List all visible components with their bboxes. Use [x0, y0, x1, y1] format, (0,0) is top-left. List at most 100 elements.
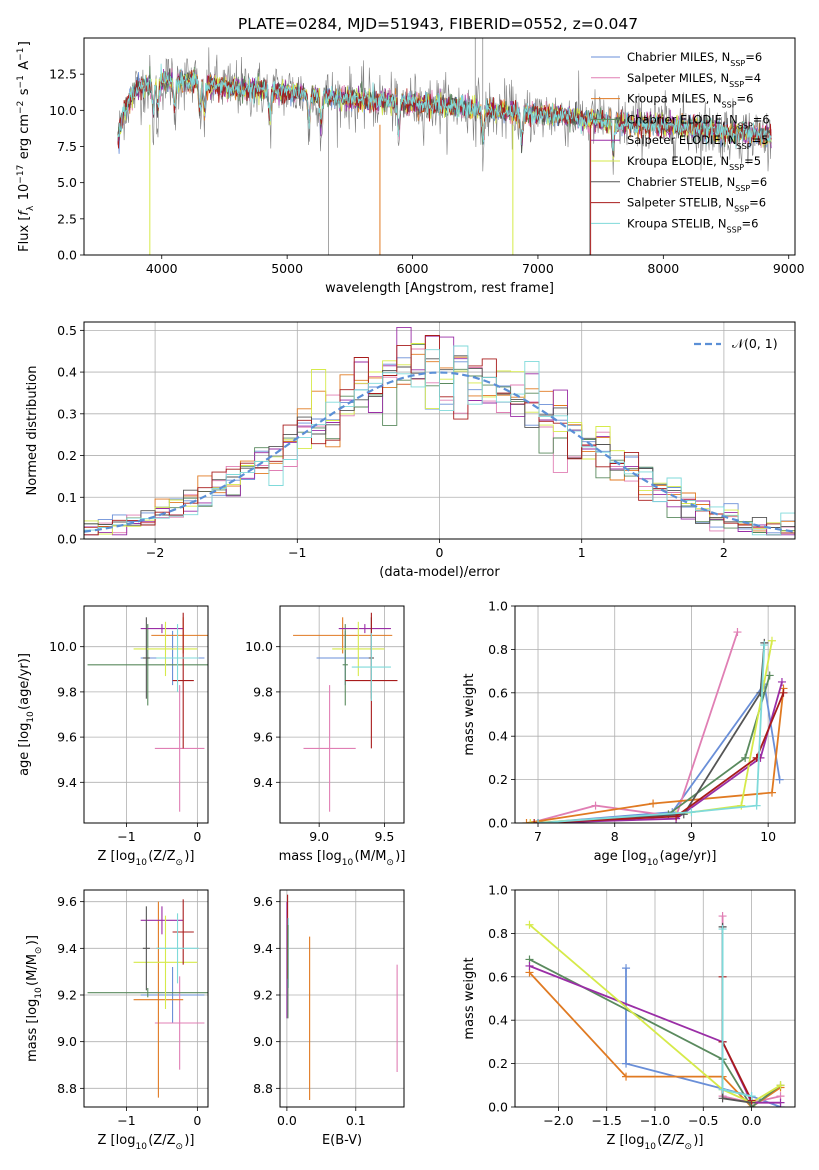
- y-tick-label: 9.6: [253, 730, 273, 745]
- spectrum-legend: Chabrier MILES, NSSP=6 Salpeter MILES, NS…: [591, 50, 770, 234]
- series-point: [747, 1092, 756, 1101]
- legend-entry: Chabrier MILES, NSSP=6: [627, 50, 762, 68]
- y-tick-label: 0.2: [57, 448, 77, 463]
- series-point: [525, 961, 534, 970]
- series-line-kroupa-elodie: [528, 924, 781, 1104]
- series-point: [733, 628, 742, 637]
- series-line-salpeter-elodie: [537, 681, 783, 823]
- mass-vs-z-panel: −1 0 8.8 9.0 9.2 9.4 9.6 Z [log10 (Z/Z⊙ )] mass …: [25, 889, 209, 1152]
- y-tick-label: 9.6: [57, 894, 77, 909]
- x-tick-label: 9000: [773, 261, 805, 276]
- normal-curve: [84, 371, 795, 533]
- x-tick-label: −1: [117, 829, 135, 844]
- y-tick-label: 9.0: [57, 1034, 77, 1049]
- x-tick-label: −1.0: [640, 1113, 670, 1128]
- x-tick-label: 6000: [397, 261, 429, 276]
- y-tick-label: 9.8: [57, 684, 77, 699]
- x-tick-label: 5000: [271, 261, 303, 276]
- residuals-panel: −2 −1 0 1 2 0.0 0.1 0.2 0.3 0.4 0.5 𝒩(0, 1) (data-mo…: [25, 321, 796, 580]
- x-tick-label: 7000: [522, 261, 554, 276]
- series-point: [622, 1072, 631, 1081]
- y-tick-label: 0.6: [488, 685, 508, 700]
- legend-entry: Chabrier STELIB, NSSP=6: [627, 175, 767, 193]
- x-tick-label: −1: [288, 545, 306, 560]
- y-tick-label: 0.1: [57, 490, 77, 505]
- series-point: [649, 799, 658, 808]
- model-spectrum-kroupa-elodie: [117, 72, 772, 160]
- histogram-kroupa-stelib: [84, 345, 795, 539]
- axes-frame: [83, 605, 209, 824]
- series-line-kroupa-stelib: [537, 645, 766, 823]
- y-tick-label: 0.8: [488, 642, 508, 657]
- y-tick-label: 10.0: [49, 103, 77, 118]
- x-tick-label: −1.5: [592, 1113, 622, 1128]
- legend-entry: 𝒩(0, 1): [732, 336, 778, 351]
- figure-title: PLATE=0284, MJD=51943, FIBERID=0552, z=0…: [238, 15, 638, 33]
- spectrum-panel: 4000 5000 6000 7000 8000 9000 0.0 2.5 5.0 7.5 10.0…: [16, 37, 805, 296]
- age-vs-mass-x-axis-label: mass [log10 (M/M⊙ )]: [279, 849, 406, 868]
- series-line-salpeter-miles: [530, 631, 739, 823]
- y-tick-label: 0.4: [488, 1013, 508, 1028]
- series-point: [718, 925, 727, 934]
- spectrum-y-axis-label: Flux [fλ 10−17 erg cm−2 s−1 A−1 ]: [16, 41, 36, 252]
- y-tick-label: 9.2: [57, 988, 77, 1003]
- y-tick-label: 0.6: [488, 969, 508, 984]
- age-vs-z-crosses: [87, 612, 208, 812]
- axes-frame: [279, 889, 405, 1108]
- x-tick-label: 0: [193, 1113, 201, 1128]
- legend-entry: Salpeter STELIB, NSSP=6: [627, 196, 766, 214]
- mass-vs-ebv-crosses: [286, 894, 398, 1100]
- series-point: [765, 671, 774, 680]
- y-tick-label: 9.2: [253, 988, 273, 1003]
- massweight-vs-age-panel: 7 8 9 10 0.0 0.2 0.4 0.6 0.8 1.0 age [log10 (age/y…: [462, 599, 796, 868]
- residuals-y-axis-label: Normed distribution: [25, 366, 40, 496]
- series-point: [776, 1081, 785, 1090]
- y-tick-label: 0.4: [488, 729, 508, 744]
- massweight-vs-z-panel: −2.0 −1.5 −1.0 −0.5 0.0 0.0 0.2 0.4 0.6 0.8 1.0 Z […: [462, 883, 796, 1152]
- y-tick-label: 0.0: [57, 532, 77, 547]
- series-point: [622, 1059, 631, 1068]
- x-tick-label: 0.1: [346, 1113, 366, 1128]
- x-tick-label: 7: [534, 829, 542, 844]
- series-point: [767, 788, 776, 797]
- series-point: [718, 912, 727, 921]
- y-tick-label: 12.5: [49, 67, 77, 82]
- legend-entry: Kroupa ELODIE, NSSP=5: [627, 154, 761, 172]
- y-tick-label: 0.0: [57, 248, 77, 263]
- x-tick-label: 8000: [647, 261, 679, 276]
- massweight-vs-age-y-axis-label: mass weight: [462, 673, 477, 755]
- series-point: [622, 964, 631, 973]
- axes-frame: [83, 37, 796, 256]
- y-tick-label: 8.8: [57, 1081, 77, 1096]
- series-point: [767, 636, 776, 645]
- y-tick-label: 0.4: [57, 365, 77, 380]
- x-tick-label: 4000: [146, 261, 178, 276]
- legend-entry: Kroupa STELIB, NSSP=6: [627, 216, 759, 234]
- age-vs-z-y-axis-label: age [log10 (age/yr)]: [17, 653, 36, 776]
- legend-entry: Kroupa MILES, NSSP=6: [627, 92, 754, 110]
- axes-frame: [83, 889, 209, 1108]
- series-point: [591, 801, 600, 810]
- model-spectrum-kroupa-stelib: [117, 63, 772, 152]
- series-line-salpeter-stelib: [534, 692, 785, 823]
- series-point: [522, 819, 531, 823]
- legend-entry: Salpeter MILES, NSSP=4: [627, 71, 761, 89]
- y-tick-label: 5.0: [57, 175, 77, 190]
- series-point: [776, 1098, 785, 1107]
- series-point: [752, 801, 761, 810]
- mass-vs-ebv-x-axis-label: E(B-V): [322, 1133, 362, 1148]
- y-tick-label: 0.2: [488, 772, 508, 787]
- legend-entry: Salpeter ELODIE, NSSP=5: [627, 133, 769, 151]
- massweight-vs-age-x-axis-label: age [log10 (age/yr)]: [594, 849, 717, 868]
- y-tick-label: 9.4: [57, 775, 77, 790]
- y-tick-label: 9.8: [253, 684, 273, 699]
- series-point: [737, 801, 746, 810]
- y-tick-label: 9.6: [57, 730, 77, 745]
- massweight-vs-z-y-axis-label: mass weight: [462, 957, 477, 1039]
- residual-histograms: [84, 326, 795, 539]
- x-tick-label: 0.0: [742, 1113, 762, 1128]
- axes-frame: [514, 605, 796, 824]
- series-line-chabrier-miles: [625, 968, 781, 1107]
- massweight-vs-z-x-axis-label: Z [log10 (Z/Z⊙ )]: [607, 1133, 704, 1152]
